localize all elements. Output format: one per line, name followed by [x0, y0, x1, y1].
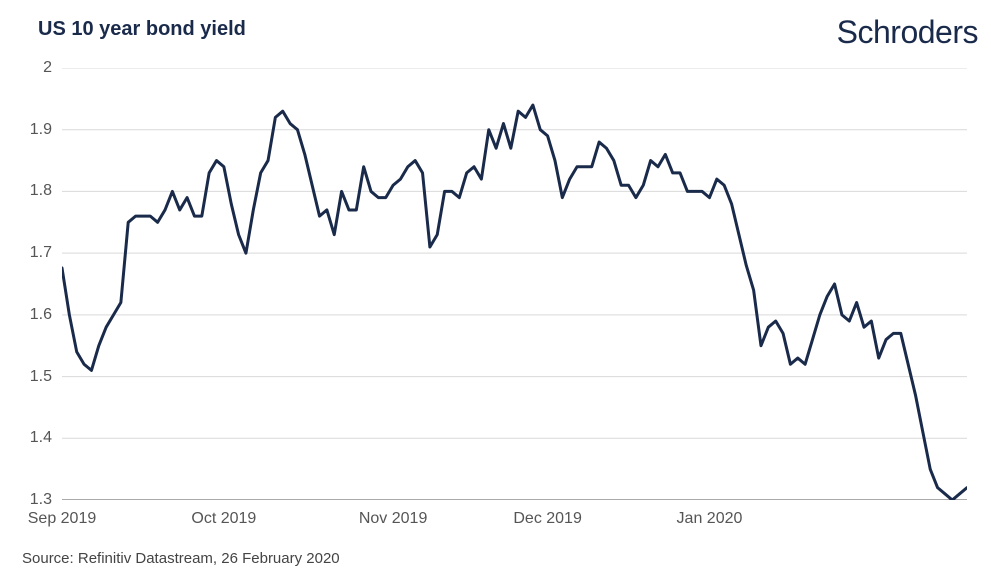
chart-title: US 10 year bond yield [38, 18, 246, 41]
y-tick-label: 2 [18, 59, 52, 77]
brand-logo-text: Schroders [837, 14, 978, 51]
x-tick-label: Nov 2019 [359, 510, 428, 528]
chart-container: { "title": { "text": "US 10 year bond yi… [0, 0, 991, 581]
y-tick-label: 1.9 [18, 121, 52, 139]
y-tick-label: 1.4 [18, 429, 52, 447]
plot-area [62, 68, 967, 500]
yield-line [62, 105, 967, 500]
x-tick-label: Sep 2019 [28, 510, 97, 528]
x-tick-label: Dec 2019 [513, 510, 582, 528]
y-tick-label: 1.5 [18, 368, 52, 386]
source-caption: Source: Refinitiv Datastream, 26 Februar… [22, 550, 340, 567]
chart-svg [62, 68, 967, 500]
y-tick-label: 1.3 [18, 491, 52, 509]
y-tick-label: 1.8 [18, 182, 52, 200]
y-tick-label: 1.7 [18, 244, 52, 262]
y-tick-label: 1.6 [18, 306, 52, 324]
x-tick-label: Oct 2019 [191, 510, 256, 528]
x-tick-label: Jan 2020 [677, 510, 743, 528]
